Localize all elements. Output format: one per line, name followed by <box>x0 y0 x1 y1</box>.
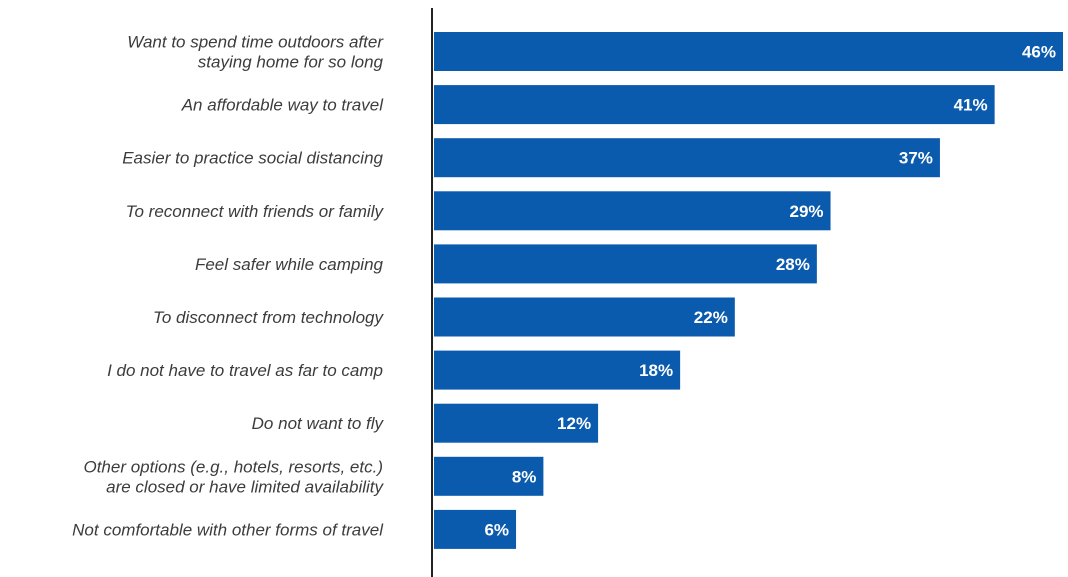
category-label-2: An affordable way to travel <box>181 96 385 115</box>
category-labels-group: Want to spend time outdoors after staying… <box>72 33 384 540</box>
category-label-line: Do not want to fly <box>252 414 385 433</box>
value-label-7: 18% <box>639 361 673 380</box>
category-label-line: To disconnect from technology <box>153 308 384 327</box>
bar-9 <box>434 456 544 496</box>
value-label-1: 46% <box>1022 43 1056 62</box>
category-label-line: An affordable way to travel <box>181 96 385 115</box>
value-label-10: 6% <box>484 520 509 539</box>
category-label-8: Do not want to fly <box>252 414 385 433</box>
category-label-line: staying home for so long <box>198 53 384 72</box>
value-labels-group: 46% 41% 37% 29% 28% 22% 18% 12% 8% 6% <box>484 43 1056 540</box>
category-label-line: Want to spend time outdoors after <box>127 33 384 52</box>
value-label-6: 22% <box>694 308 728 327</box>
bar-7 <box>434 350 681 390</box>
value-label-8: 12% <box>557 414 591 433</box>
value-label-3: 37% <box>899 149 933 168</box>
category-label-line: Feel safer while camping <box>195 255 384 274</box>
bar-4 <box>434 191 831 231</box>
category-label-line: are closed or have limited availability <box>106 477 384 496</box>
category-label-line: I do not have to travel as far to camp <box>107 361 383 380</box>
category-label-3: Easier to practice social distancing <box>122 149 383 168</box>
category-label-5: Feel safer while camping <box>195 255 384 274</box>
value-label-5: 28% <box>776 255 810 274</box>
bar-1 <box>434 32 1063 71</box>
category-label-10: Not comfortable with other forms of trav… <box>72 520 384 539</box>
value-label-2: 41% <box>954 96 988 115</box>
category-label-4: To reconnect with friends or family <box>126 202 385 221</box>
category-label-line: Other options (e.g., hotels, resorts, et… <box>83 457 383 476</box>
category-label-6: To disconnect from technology <box>153 308 384 327</box>
bar-5 <box>434 244 817 284</box>
category-label-7: I do not have to travel as far to camp <box>107 361 383 380</box>
value-label-4: 29% <box>790 202 824 221</box>
value-label-9: 8% <box>512 467 537 486</box>
bar-10 <box>434 509 517 549</box>
category-label-line: Easier to practice social distancing <box>122 149 383 168</box>
bars-group <box>434 32 1063 549</box>
category-label-line: Not comfortable with other forms of trav… <box>72 520 384 539</box>
bar-6 <box>434 297 735 337</box>
bar-2 <box>434 85 995 125</box>
bar-3 <box>434 138 940 178</box>
category-label-9: Other options (e.g., hotels, resorts, et… <box>83 457 384 496</box>
bar-8 <box>434 403 599 443</box>
category-label-line: To reconnect with friends or family <box>126 202 385 221</box>
category-label-1: Want to spend time outdoors after staying… <box>127 33 384 72</box>
